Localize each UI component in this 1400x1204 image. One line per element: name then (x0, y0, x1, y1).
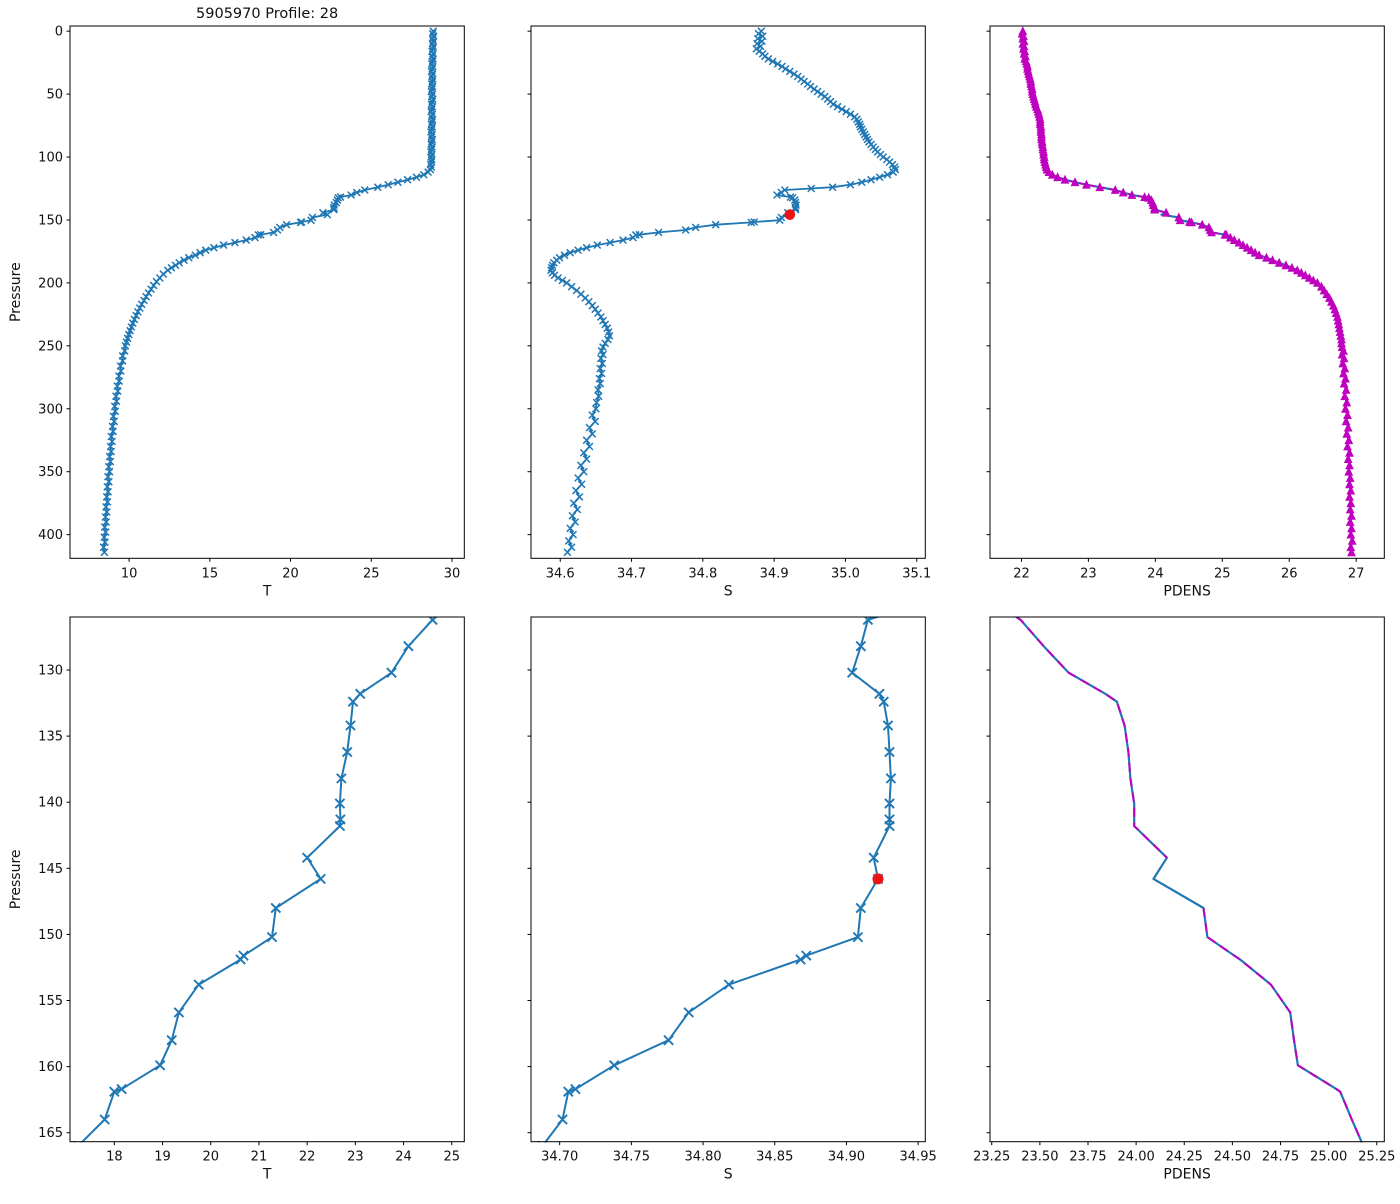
y-tick-label: 145 (38, 862, 63, 877)
x-tick-label: 34.7 (617, 566, 646, 581)
y-tick-label: 155 (38, 994, 63, 1009)
y-tick-label: 150 (38, 928, 63, 943)
x-axis-label-pdens-zoom: PDENS (1163, 1167, 1211, 1183)
x-tick-label: 23 (1080, 566, 1097, 581)
x-tick-label: 34.80 (684, 1150, 721, 1165)
x-tick-label: 22 (299, 1150, 316, 1165)
axes-spines-pdens-zoom (989, 616, 1385, 1143)
y-tick-label: 135 (38, 730, 63, 745)
plot-area-s-zoom (537, 616, 897, 1143)
x-axis-label-pdens-full: PDENS (1163, 583, 1211, 599)
y-tick-label: 250 (38, 339, 63, 354)
y-tick-label: 165 (38, 1126, 63, 1141)
x-tick-label: 25.25 (1358, 1150, 1395, 1165)
series-line-pd-0 (1021, 30, 1354, 553)
x-tick-label: 24 (1147, 566, 1164, 581)
x-tick-label: 34.75 (613, 1150, 650, 1165)
x-tick-label: 24.25 (1166, 1150, 1203, 1165)
x-tick-label: 23.50 (1021, 1150, 1058, 1165)
series-line-t-0 (80, 616, 439, 1143)
y-tick-label: 150 (38, 213, 63, 228)
x-tick-label: 24.50 (1214, 1150, 1251, 1165)
y-tick-label: 300 (38, 402, 63, 417)
x-tick-label: 35.0 (831, 566, 860, 581)
x-markers-s (537, 616, 897, 1143)
x-tick-label: 24.75 (1262, 1150, 1299, 1165)
x-tick-label: 20 (202, 1150, 219, 1165)
y-tick-label: 160 (38, 1060, 63, 1075)
subplot-pdens-zoom: 23.25 23.50 23.75 24.00 24.25 24.50 24.75 25.00… (973, 616, 1395, 1183)
x-tick-label: 27 (1348, 566, 1365, 581)
plot-area-s-full (547, 27, 900, 557)
x-markers-s (547, 27, 900, 557)
y-tick-label: 350 (38, 465, 63, 480)
y-tick-label: 130 (38, 664, 63, 679)
axes-spines-s-full (530, 25, 926, 559)
x-tick-label: 30 (444, 566, 461, 581)
y-axis-label-t-zoom: Pressure (8, 849, 24, 909)
y-tick-label: 100 (38, 151, 63, 166)
y-tick-label: 50 (46, 88, 63, 103)
y-tick-label: 140 (38, 796, 63, 811)
x-tick-label: 23.25 (973, 1150, 1010, 1165)
series-line-s-0 (544, 616, 892, 1143)
x-tick-label: 26 (1281, 566, 1298, 581)
x-tick-label: 35.1 (902, 566, 931, 581)
subplot-t-zoom: 18 19 20 21 22 23 24 25 130 135 140 145 150 155 160 165… (8, 616, 465, 1183)
x-tick-label: 34.90 (828, 1150, 865, 1165)
x-tick-label: 25 (363, 566, 380, 581)
x-tick-label: 21 (251, 1150, 268, 1165)
x-tick-label: 34.6 (546, 566, 575, 581)
x-tick-label: 25.00 (1310, 1150, 1347, 1165)
x-tick-label: 34.70 (541, 1150, 578, 1165)
plot-area-t-zoom (72, 616, 439, 1143)
y-tick-label: 0 (55, 25, 63, 40)
x-tick-label: 25 (443, 1150, 460, 1165)
y-axis-label-t-full: Pressure (8, 262, 24, 322)
x-axis-label-t-zoom: T (262, 1167, 272, 1183)
flagged-point-marker (872, 873, 884, 885)
x-tick-label: 34.95 (900, 1150, 937, 1165)
x-tick-label: 34.85 (756, 1150, 793, 1165)
x-axis-label-s-zoom: S (724, 1167, 733, 1183)
x-tick-label: 18 (106, 1150, 123, 1165)
x-tick-label: 34.8 (688, 566, 717, 581)
y-tick-label: 200 (38, 276, 63, 291)
x-axis-label-s-full: S (724, 583, 733, 599)
flagged-point-marker (784, 209, 796, 220)
x-tick-label: 15 (202, 566, 219, 581)
axes-spines-s-zoom (530, 616, 926, 1143)
axes-spines-pdens-full (989, 25, 1385, 559)
plot-area-pdens-zoom (1013, 616, 1363, 1143)
x-tick-label: 23.75 (1069, 1150, 1106, 1165)
x-tick-label: 22 (1013, 566, 1030, 581)
figure-title: 5905970 Profile: 28 (196, 6, 338, 22)
axes-spines-t-zoom (69, 616, 465, 1143)
subplot-t-full: 10 15 20 25 30050100150200250300350400TPress… (8, 6, 465, 599)
x-axis-label-t-full: T (262, 583, 272, 599)
subplot-pdens-full: 22 23 24 25 26 27 PDENS (986, 25, 1385, 599)
x-tick-label: 34.9 (760, 566, 789, 581)
plot-area-t-full (99, 27, 438, 557)
x-tick-label: 10 (121, 566, 138, 581)
subplot-s-full: 34.6 34.7 34.8 34.9 35.0 35.1 S (527, 25, 931, 599)
subplot-s-zoom: 34.70 34.75 34.80 34.85 34.90 34.95 S (527, 616, 937, 1183)
y-tick-label: 400 (38, 528, 63, 543)
x-tick-label: 24.00 (1118, 1150, 1155, 1165)
axes-spines-t-full (69, 25, 465, 559)
x-tick-label: 19 (154, 1150, 171, 1165)
triangle-markers-pd (1017, 26, 1357, 557)
series-line-pd-0 (1013, 616, 1363, 1143)
x-markers-t (99, 27, 438, 557)
series-line-pd-1 (1021, 30, 1354, 553)
series-line-pd-1 (1013, 616, 1363, 1143)
x-tick-label: 25 (1214, 566, 1231, 581)
x-tick-label: 24 (395, 1150, 412, 1165)
x-markers-t (72, 616, 438, 1143)
x-tick-label: 20 (282, 566, 299, 581)
plot-area-pdens-full (1017, 26, 1357, 557)
x-tick-label: 23 (347, 1150, 364, 1165)
